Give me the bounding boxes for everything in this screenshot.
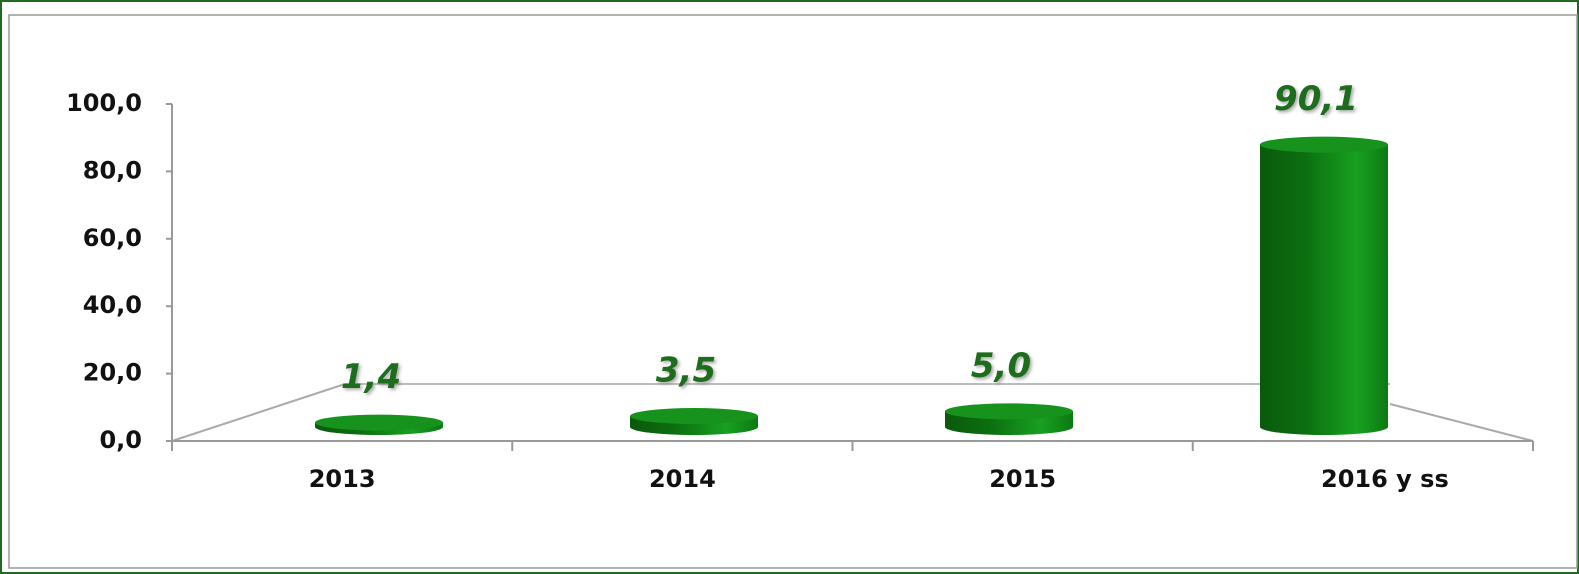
value-label: 1,4 xyxy=(341,357,401,397)
bar-base xyxy=(630,419,758,435)
floor-edge xyxy=(171,383,346,442)
value-label: 3,5 xyxy=(656,351,716,391)
bar-top xyxy=(1260,136,1388,153)
bar-base xyxy=(945,419,1073,435)
y-tick-label: 0,0 xyxy=(99,426,142,454)
x-tick-label: 2016 y ss xyxy=(1321,465,1449,493)
bar-top xyxy=(315,414,443,431)
y-tick-label: 100,0 xyxy=(66,89,142,117)
floor-edge xyxy=(1389,403,1534,442)
bar-top xyxy=(630,408,758,425)
bar-top xyxy=(945,403,1073,420)
value-label: 90,1 xyxy=(1274,79,1358,119)
y-tick-label: 80,0 xyxy=(83,156,142,184)
x-tick-label: 2014 xyxy=(649,465,716,493)
plot-border xyxy=(8,14,1578,569)
x-tick-label: 2013 xyxy=(309,465,376,493)
bar-base xyxy=(1260,419,1388,435)
y-tick-label: 60,0 xyxy=(83,224,142,252)
bar-body xyxy=(1260,144,1388,427)
y-tick-label: 20,0 xyxy=(83,359,142,387)
y-tick-label: 40,0 xyxy=(83,291,142,319)
x-tick-label: 2015 xyxy=(989,465,1056,493)
value-label: 5,0 xyxy=(971,346,1031,386)
